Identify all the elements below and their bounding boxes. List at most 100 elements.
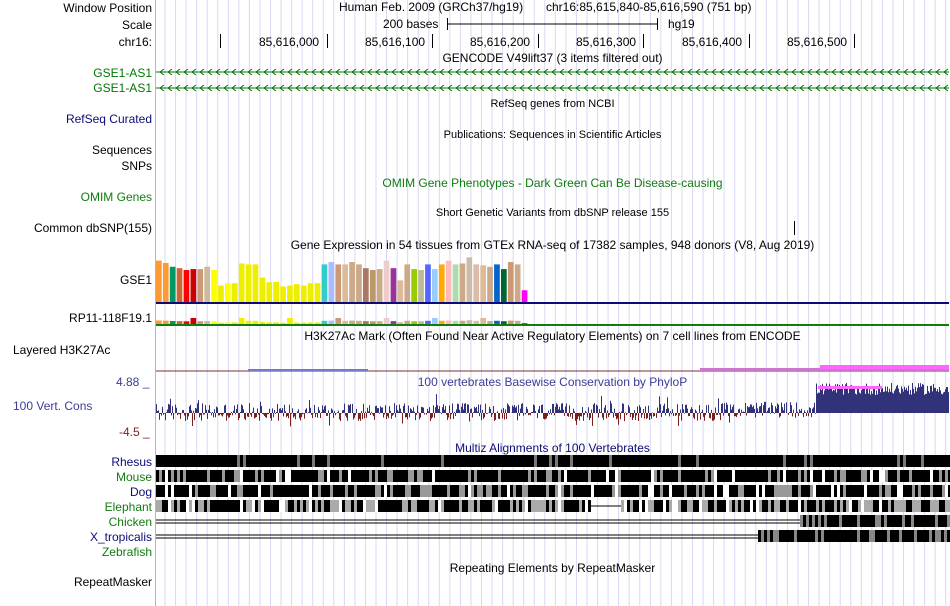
publications-title[interactable]: Publications: Sequences in Scientific Ar… bbox=[443, 129, 662, 141]
gtex-gene-label-gse1[interactable]: GSE1 bbox=[119, 273, 152, 287]
alignment-block bbox=[360, 470, 363, 482]
dbsnp-track-label[interactable]: Common dbSNP(155) bbox=[33, 221, 152, 235]
gene-label-gse1-as1[interactable]: GSE1-AS1 bbox=[93, 81, 152, 95]
strand-arrow bbox=[527, 84, 533, 92]
strand-arrow bbox=[287, 84, 293, 92]
repeatmasker-title[interactable]: Repeating Elements by RepeatMasker bbox=[449, 561, 656, 575]
alignment-block bbox=[890, 530, 893, 542]
alignment-block bbox=[942, 470, 945, 482]
gtex-title[interactable]: Gene Expression in 54 tissues from GTEx … bbox=[290, 238, 815, 252]
alignment-block bbox=[156, 470, 159, 482]
strand-arrow bbox=[679, 68, 685, 76]
h3k27ac-title[interactable]: H3K27Ac Mark (Often Found Near Active Re… bbox=[304, 329, 801, 343]
strand-arrow bbox=[743, 84, 749, 92]
h3k27ac-track-label[interactable]: Layered H3K27Ac bbox=[13, 343, 111, 357]
ruler-tick-label: 85,616,100 bbox=[365, 35, 426, 49]
alignment-block bbox=[186, 500, 189, 512]
alignment-block bbox=[303, 500, 306, 512]
publications-snps-label[interactable]: SNPs bbox=[121, 159, 152, 173]
omim-track-label[interactable]: OMIM Genes bbox=[80, 190, 152, 204]
gtex-bar bbox=[418, 270, 424, 302]
gencode-title[interactable]: GENCODE V49lift37 (3 items filtered out) bbox=[442, 51, 663, 65]
alignment-block bbox=[816, 500, 819, 512]
alignment-block bbox=[945, 485, 948, 497]
strand-arrow bbox=[615, 84, 621, 92]
strand-arrow bbox=[615, 68, 621, 76]
alignment-block bbox=[462, 500, 465, 512]
phylop-track-label[interactable]: 100 Vert. Cons bbox=[13, 399, 93, 413]
alignment-block bbox=[216, 485, 219, 497]
gtex-gene-label-rp11[interactable]: RP11-118F19.1 bbox=[69, 311, 152, 325]
refseq-title[interactable]: RefSeq genes from NCBI bbox=[490, 98, 615, 110]
species-label-zebrafish[interactable]: Zebrafish bbox=[101, 545, 152, 559]
alignment-block bbox=[363, 485, 366, 497]
gtex-bar-rp11 bbox=[321, 320, 328, 324]
repeatmasker-track-label[interactable]: RepeatMasker bbox=[73, 575, 152, 589]
species-label-mouse[interactable]: Mouse bbox=[115, 470, 152, 484]
alignment-block bbox=[798, 500, 801, 512]
species-label-elephant[interactable]: Elephant bbox=[104, 500, 152, 514]
strand-arrow bbox=[303, 68, 309, 76]
alignment-block bbox=[555, 455, 558, 467]
alignment-block bbox=[234, 470, 237, 482]
refseq-track-label[interactable]: RefSeq Curated bbox=[65, 112, 152, 126]
species-label-rhesus[interactable]: Rhesus bbox=[111, 455, 152, 469]
omim-title[interactable]: OMIM Gene Phenotypes - Dark Green Can Be… bbox=[382, 176, 723, 190]
publications-sequences-label[interactable]: Sequences bbox=[91, 143, 152, 157]
strand-arrow bbox=[231, 84, 237, 92]
strand-arrow bbox=[735, 84, 741, 92]
alignment-block bbox=[771, 455, 774, 467]
alignment-block bbox=[426, 485, 429, 497]
alignment-block bbox=[864, 470, 867, 482]
alignment-block bbox=[609, 485, 612, 497]
gene-label-gse1-as1[interactable]: GSE1-AS1 bbox=[93, 66, 152, 80]
alignment-block bbox=[159, 455, 162, 467]
strand-arrow bbox=[359, 84, 365, 92]
species-label-dog[interactable]: Dog bbox=[129, 485, 152, 499]
alignment-block bbox=[171, 470, 174, 482]
species-label-chicken[interactable]: Chicken bbox=[108, 515, 152, 529]
phylop-title[interactable]: 100 vertebrates Basewise Conservation by… bbox=[417, 375, 688, 389]
alignment-block bbox=[831, 485, 834, 497]
alignment-block bbox=[183, 455, 186, 467]
alignment-block bbox=[753, 470, 756, 482]
alignment-block bbox=[600, 455, 603, 467]
alignment-block bbox=[237, 485, 240, 497]
alignment-block bbox=[888, 500, 891, 512]
alignment-block bbox=[516, 485, 519, 497]
alignment-block bbox=[177, 455, 180, 467]
alignment-block bbox=[255, 485, 258, 497]
strand-arrow bbox=[703, 68, 709, 76]
dbsnp-title[interactable]: Short Genetic Variants from dbSNP releas… bbox=[435, 207, 670, 219]
strand-arrow bbox=[871, 68, 877, 76]
alignment-block bbox=[678, 455, 681, 467]
alignment-block bbox=[447, 500, 450, 512]
alignment-block bbox=[621, 470, 624, 482]
alignment-block bbox=[884, 530, 887, 542]
alignment-block bbox=[165, 485, 168, 497]
gtex-bar-rp11 bbox=[390, 321, 397, 324]
species-label-x-tropicalis[interactable]: X_tropicalis bbox=[89, 530, 152, 544]
alignment-block bbox=[171, 485, 174, 497]
alignment-block bbox=[738, 470, 741, 482]
alignment-block bbox=[845, 515, 848, 527]
alignment-block bbox=[948, 485, 950, 497]
alignment-block bbox=[258, 485, 261, 497]
position-text[interactable]: chr16:85,615,840-85,616,590 (751 bp) bbox=[546, 0, 752, 14]
alignment-block bbox=[237, 455, 240, 467]
strand-arrow bbox=[487, 84, 493, 92]
alignment-block bbox=[213, 470, 216, 482]
alignment-block bbox=[891, 500, 894, 512]
multiz-title[interactable]: Multiz Alignments of 100 Vertebrates bbox=[455, 441, 650, 455]
alignment-block bbox=[813, 485, 816, 497]
alignment-block bbox=[774, 470, 777, 482]
alignment-block bbox=[809, 530, 812, 542]
alignment-block bbox=[902, 515, 905, 527]
alignment-block bbox=[909, 500, 912, 512]
alignment-block bbox=[693, 455, 696, 467]
alignment-block bbox=[789, 470, 792, 482]
alignment-block bbox=[911, 530, 914, 542]
alignment-block bbox=[870, 470, 873, 482]
alignment-block bbox=[924, 485, 927, 497]
